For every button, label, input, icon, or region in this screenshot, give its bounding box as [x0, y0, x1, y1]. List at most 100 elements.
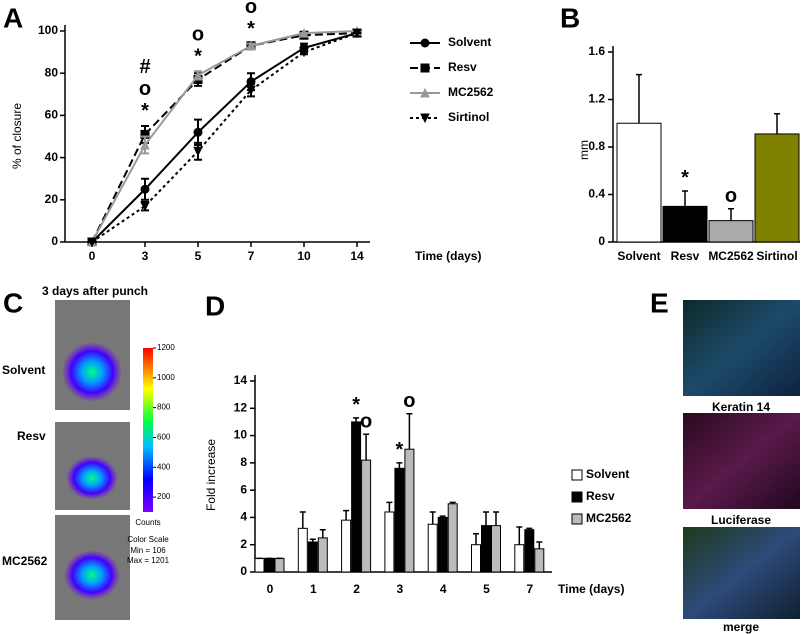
bar: [341, 519, 352, 573]
error-bar: [493, 511, 499, 526]
x-axis-label: Time (days): [415, 249, 481, 263]
y-tick-label: 2: [240, 537, 247, 551]
bar: [361, 459, 372, 573]
marker: [193, 127, 203, 137]
y-tick-label: 0.4: [588, 187, 605, 201]
legend-label: Solvent: [448, 35, 491, 49]
tissue-images: [683, 300, 800, 619]
x-tick-label: MC2562: [708, 249, 754, 263]
error-bar: [636, 73, 642, 124]
bar: [662, 205, 708, 243]
error-bar: [299, 511, 306, 529]
annotation: #: [139, 56, 150, 78]
series-line: [91, 30, 358, 243]
marker: [352, 28, 362, 39]
y-tick-label: 0: [240, 564, 247, 578]
colorbar-label: Counts: [135, 518, 160, 527]
bar: [394, 467, 405, 573]
note: Min = 106: [130, 546, 166, 555]
error-bar: [363, 433, 370, 461]
error-bar: [682, 190, 688, 207]
error-bar: [473, 533, 479, 545]
x-tick-label: 2: [353, 582, 360, 596]
annotation: o: [245, 0, 257, 18]
x-axis-label: Time (days): [558, 582, 624, 596]
bar: [708, 220, 754, 243]
colorbar: [143, 348, 153, 512]
bar: [524, 529, 535, 573]
legend-label: MC2562: [586, 511, 632, 525]
series-line: [91, 32, 358, 243]
y-axis-label: mm: [577, 140, 591, 160]
signal: [66, 456, 118, 500]
panel-label: C: [3, 287, 23, 318]
bar: [471, 544, 481, 573]
x-tick-label: 3: [142, 249, 149, 263]
bar: [351, 421, 362, 573]
error-bar: [406, 412, 413, 450]
image-label: merge: [723, 620, 759, 634]
error-bar: [526, 527, 533, 530]
colorbar-tick-label: 1000: [157, 373, 175, 382]
note: Color Scale: [127, 535, 169, 544]
y-tick-label: 6: [240, 482, 247, 496]
bar: [384, 511, 395, 573]
series-line: [91, 32, 358, 243]
y-tick-label: 12: [234, 400, 248, 414]
signal: [64, 550, 120, 600]
y-tick-label: 4: [240, 510, 247, 524]
annotation: *: [194, 45, 202, 67]
marker: [420, 38, 430, 48]
legend-swatch: [571, 469, 583, 481]
error-bar: [386, 501, 393, 512]
bar: [754, 133, 800, 243]
x-tick-label: 10: [297, 249, 311, 263]
y-tick-label: 20: [45, 192, 59, 206]
bar: [481, 525, 491, 573]
x-tick-label: Resv: [671, 249, 700, 263]
tissue-image: [683, 300, 800, 396]
panel-label: D: [205, 290, 225, 321]
marker: [420, 87, 430, 98]
mouse-images: [55, 300, 153, 620]
colorbar-tick-label: 400: [157, 462, 171, 471]
marker: [193, 70, 203, 80]
annotation: o: [360, 410, 372, 432]
marker: [140, 184, 150, 194]
bar: [447, 503, 458, 573]
y-tick-label: 1.6: [588, 44, 605, 58]
note: Max = 1201: [127, 556, 170, 565]
bar: [254, 557, 265, 573]
series-line: [91, 32, 358, 243]
image-label: Luciferase: [711, 513, 771, 527]
x-tick-label: Sirtinol: [756, 249, 797, 263]
annotation: o: [403, 390, 415, 412]
bar: [307, 541, 318, 573]
panel-label: A: [3, 2, 23, 33]
y-tick-label: 1.2: [588, 92, 605, 106]
tissue-image: [683, 413, 800, 509]
panel-title: 3 days after punch: [42, 284, 148, 298]
panel-label: E: [650, 287, 669, 318]
annotation: *: [396, 439, 404, 461]
error-bar: [396, 462, 403, 469]
signal: [62, 342, 122, 402]
error-bar: [728, 208, 734, 221]
y-axis-label: % of closure: [10, 103, 24, 169]
legend-label: Resv: [448, 60, 477, 74]
y-tick-label: 40: [45, 150, 59, 164]
x-tick-label: 5: [195, 249, 202, 263]
legend-swatch: [571, 513, 583, 525]
marker: [140, 201, 150, 212]
y-tick-label: 0.8: [588, 139, 605, 153]
error-bar: [774, 113, 780, 134]
row-label: Resv: [17, 429, 46, 443]
colorbar-tick-label: 1200: [157, 343, 175, 352]
y-tick-label: 80: [45, 65, 59, 79]
bar: [491, 525, 501, 573]
error-bar: [429, 511, 436, 525]
annotation: *: [352, 394, 360, 416]
error-bar: [343, 509, 350, 521]
